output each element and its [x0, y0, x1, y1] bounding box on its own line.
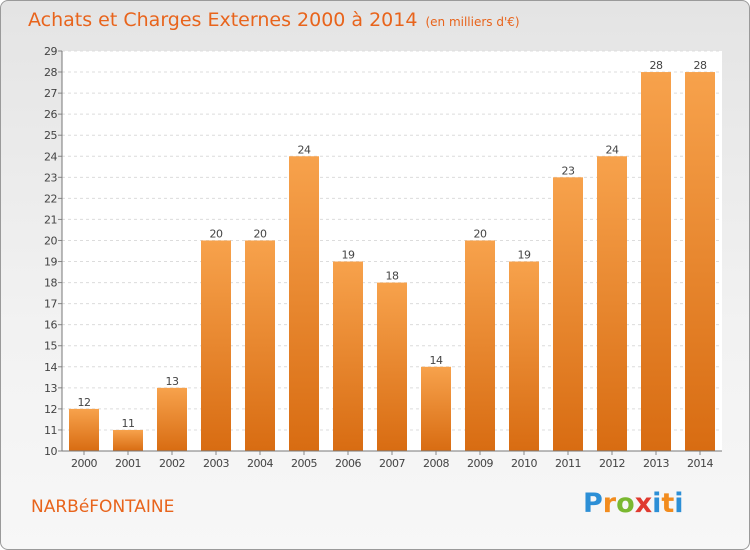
bar	[201, 240, 231, 451]
bar-value-label: 11	[122, 417, 135, 430]
bar	[553, 177, 583, 451]
x-tick-label: 2009	[467, 457, 493, 470]
y-tick-label: 26	[44, 108, 57, 121]
x-tick-label: 2003	[203, 457, 229, 470]
logo-letter: x	[634, 488, 653, 519]
x-tick-label: 2006	[335, 457, 361, 470]
x-tick-label: 2007	[379, 457, 405, 470]
y-tick-label: 29	[44, 45, 57, 58]
y-tick-label: 19	[44, 256, 57, 269]
bar	[465, 240, 495, 451]
bar	[333, 261, 363, 451]
logo-letter: t	[661, 488, 675, 519]
x-tick-label: 2008	[423, 457, 449, 470]
plot-area: 10 11 12 13 14 15 16 17 18 19 20 21 22 23 24 25 26 27 28 29…	[44, 45, 722, 470]
x-tick-label: 2001	[115, 457, 141, 470]
bar-value-label: 28	[694, 59, 707, 72]
y-tick-label: 23	[44, 171, 57, 184]
x-tick-label: 2005	[291, 457, 317, 470]
logo-letter: i	[652, 488, 662, 519]
logo-letter: o	[616, 488, 635, 519]
x-tick-label: 2013	[643, 457, 669, 470]
bar	[377, 282, 407, 451]
y-tick-label: 14	[44, 361, 57, 374]
bar-value-label: 20	[254, 227, 267, 240]
bar	[245, 240, 275, 451]
chart-subtitle: (en milliers d'€)	[425, 15, 520, 29]
y-tick-label: 13	[44, 382, 57, 395]
y-tick-label: 12	[44, 403, 57, 416]
x-tick-label: 2010	[511, 457, 537, 470]
bar-value-label: 18	[386, 270, 399, 283]
bar	[421, 366, 451, 451]
y-tick-label: 25	[44, 129, 57, 142]
bar	[157, 387, 187, 451]
x-tick-label: 2011	[555, 457, 581, 470]
y-tick-label: 22	[44, 192, 57, 205]
y-tick-label: 15	[44, 340, 57, 353]
bar-value-label: 23	[562, 164, 575, 177]
proxiti-logo: Proxiti	[583, 488, 684, 519]
bar	[69, 408, 99, 451]
y-tick-label: 10	[44, 445, 57, 458]
y-tick-label: 11	[44, 424, 57, 437]
bar-value-label: 19	[342, 249, 355, 262]
commune-name: NARBéFONTAINE	[31, 497, 175, 517]
bar	[289, 156, 319, 451]
y-tick-label: 20	[44, 234, 57, 247]
y-tick-label: 17	[44, 298, 57, 311]
x-tick-label: 2012	[599, 457, 625, 470]
x-tick-label: 2014	[687, 457, 713, 470]
y-tick-label: 28	[44, 66, 57, 79]
bar-value-label: 12	[78, 396, 91, 409]
bar-value-label: 19	[518, 249, 531, 262]
bar-value-label: 20	[210, 227, 223, 240]
bar-value-label: 24	[606, 143, 619, 156]
bar	[685, 72, 715, 451]
y-tick-label: 18	[44, 277, 57, 290]
bar-value-label: 14	[430, 354, 443, 367]
bar	[641, 72, 671, 451]
chart-title: Achats et Charges Externes 2000 à 2014 (e…	[28, 9, 520, 31]
logo-letter: r	[602, 488, 617, 519]
x-tick-label: 2002	[159, 457, 185, 470]
logo-letter: P	[583, 488, 603, 519]
bar-value-label: 28	[650, 59, 663, 72]
bar	[113, 429, 143, 451]
bar-value-label: 13	[166, 375, 179, 388]
y-tick-label: 24	[44, 150, 57, 163]
y-tick-label: 21	[44, 213, 57, 226]
y-tick-label: 16	[44, 319, 57, 332]
bar	[509, 261, 539, 451]
title-text: Achats et Charges Externes 2000 à 2014	[28, 9, 418, 31]
x-tick-label: 2004	[247, 457, 273, 470]
bar	[597, 156, 627, 451]
y-tick-label: 27	[44, 87, 57, 100]
logo-letter: i	[674, 488, 684, 519]
x-tick-label: 2000	[71, 457, 97, 470]
bar-value-label: 24	[298, 143, 311, 156]
bar-value-label: 20	[474, 227, 487, 240]
